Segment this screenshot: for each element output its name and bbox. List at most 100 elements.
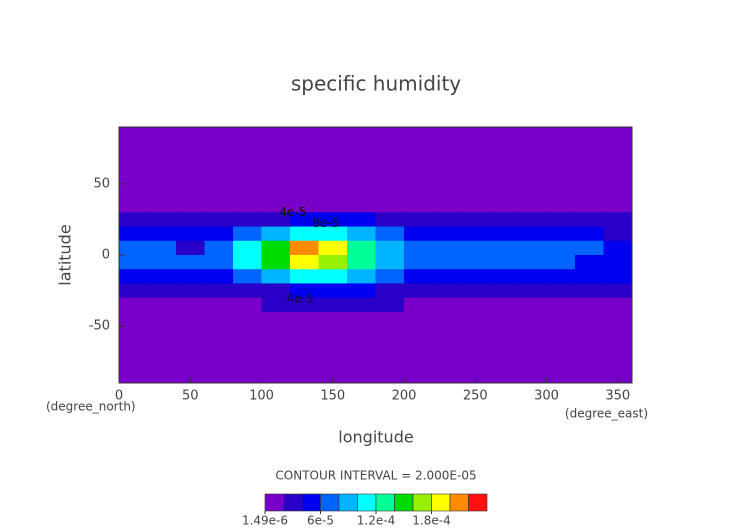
contour-cell — [404, 198, 433, 213]
contour-cell — [233, 212, 262, 228]
contour-cell — [518, 326, 547, 341]
contour-cell — [147, 326, 177, 341]
contour-cell — [461, 212, 490, 228]
contour-cell — [119, 127, 148, 142]
contour-cell — [176, 340, 205, 356]
contour-cell — [575, 226, 604, 242]
contour-cell — [518, 340, 547, 356]
contour-cell — [404, 311, 433, 327]
contour-cell — [119, 240, 148, 256]
contour-cell — [404, 354, 433, 370]
contour-cell — [176, 155, 205, 171]
contour-cell — [233, 340, 262, 356]
contour-cell — [461, 155, 490, 171]
contour-cell — [404, 155, 433, 171]
contour-cell — [375, 354, 405, 370]
contour-cell — [318, 226, 348, 242]
contour-cell — [375, 198, 405, 213]
contour-cell — [603, 155, 633, 171]
y-tick-label: 50 — [93, 176, 110, 191]
contour-note: CONTOUR INTERVAL = 2.000E-05 — [275, 469, 476, 483]
contour-cell — [461, 297, 490, 313]
contour-cell — [261, 255, 291, 270]
contour-cell — [518, 198, 547, 213]
contour-cell — [261, 326, 291, 341]
contour-cell — [204, 326, 234, 341]
contour-cell — [204, 368, 234, 384]
contour-cell — [575, 169, 604, 185]
contour-cell — [261, 283, 291, 299]
contour-cell — [603, 226, 633, 242]
contour-cell — [546, 368, 576, 384]
contour-cell — [489, 326, 519, 341]
contour-cell — [375, 240, 405, 256]
contour-cell — [147, 155, 177, 171]
contour-cell — [147, 269, 177, 284]
contour-cell — [404, 340, 433, 356]
contour-cell — [575, 269, 604, 284]
contour-cell — [318, 183, 348, 199]
contour-cell — [290, 183, 319, 199]
contour-cell — [603, 183, 633, 199]
contour-cell — [261, 183, 291, 199]
contour-cell — [176, 269, 205, 284]
contour-cell — [546, 255, 576, 270]
contour-cell — [575, 198, 604, 213]
contour-cell — [347, 340, 376, 356]
contour-cell — [147, 212, 177, 228]
contour-cell — [318, 240, 348, 256]
contour-cell — [546, 212, 576, 228]
contour-cell — [432, 212, 462, 228]
contour-cell — [261, 212, 291, 228]
contour-cell — [176, 226, 205, 242]
contour-cell — [546, 297, 576, 313]
contour-cell — [204, 283, 234, 299]
contour-cell — [432, 141, 462, 156]
contour-cell — [176, 198, 205, 213]
contour-cell — [461, 226, 490, 242]
contour-cell — [518, 368, 547, 384]
contour-cell — [489, 226, 519, 242]
contour-cell — [204, 127, 234, 142]
contour-cell — [375, 226, 405, 242]
field — [119, 127, 633, 384]
colorbar-swatch — [375, 493, 395, 512]
contour-cell — [119, 297, 148, 313]
contour-cell — [261, 354, 291, 370]
contour-cell — [518, 269, 547, 284]
contour-cell — [318, 311, 348, 327]
contour-cell — [432, 169, 462, 185]
contour-cell — [546, 169, 576, 185]
contour-cell — [518, 354, 547, 370]
contour-cell — [318, 283, 348, 299]
contour-cell — [318, 198, 348, 213]
contour-cell — [404, 283, 433, 299]
chart-title: specific humidity — [291, 72, 461, 96]
contour-cell — [603, 269, 633, 284]
contour-cell — [432, 368, 462, 384]
x-tick-label: 250 — [463, 389, 488, 404]
contour-cell — [489, 141, 519, 156]
contour-cell — [461, 354, 490, 370]
contour-cell — [233, 226, 262, 242]
contour-cell — [261, 141, 291, 156]
contour-cell — [461, 340, 490, 356]
y-axis-label: latitude — [56, 224, 75, 285]
contour-cell — [261, 226, 291, 242]
contour-cell — [489, 255, 519, 270]
colorbar-tick-label: 6e-5 — [307, 514, 334, 528]
contour-cell — [318, 297, 348, 313]
contour-cell — [489, 340, 519, 356]
contour-cell — [204, 141, 234, 156]
contour-cell — [176, 311, 205, 327]
contour-cell — [575, 311, 604, 327]
contour-cell — [489, 169, 519, 185]
contour-cell — [375, 340, 405, 356]
contour-cell — [261, 127, 291, 142]
contour-cell — [176, 354, 205, 370]
contour-cell — [290, 226, 319, 242]
contour-cell — [575, 255, 604, 270]
contour-cell — [290, 354, 319, 370]
